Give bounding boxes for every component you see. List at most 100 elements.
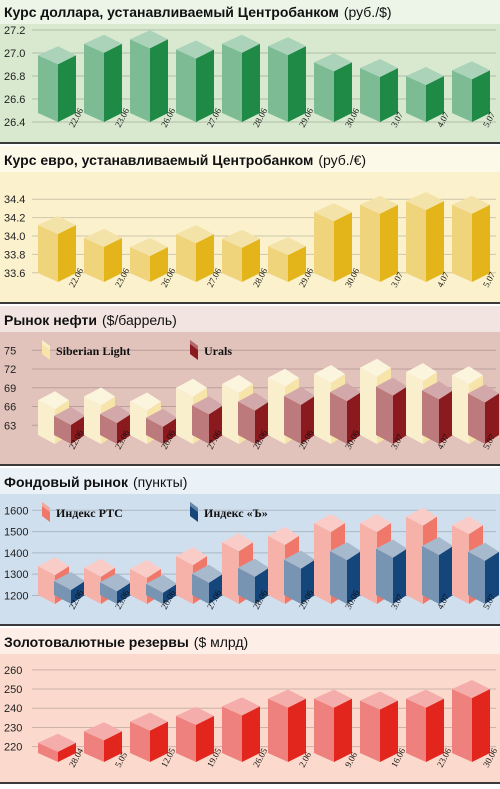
bar-face-left [38,566,55,604]
bar-face-left [38,742,58,762]
bar-face-right [301,395,315,444]
bar-face-left [222,384,239,444]
bar-face-left [130,721,150,762]
bar-top [468,384,499,403]
bar-face-right [288,698,306,762]
bar-face-right [426,76,444,122]
bar-face-left [452,70,472,122]
chart-title: Курс доллара, устанавливаемый Центробанк… [4,4,392,20]
bar-face-right [150,247,168,282]
bar-face-left [452,375,469,444]
bar-top [38,391,69,410]
bar-face-left [222,706,242,762]
bar-top [130,30,168,49]
bar-top [422,381,453,400]
bar-top [222,34,260,53]
bar-top [452,680,490,699]
bar-face-left [452,689,472,762]
bar-face-left [422,546,439,604]
bar-face-left [360,67,380,122]
y-tick-label: 34.0 [4,231,25,243]
bar-face-right [58,224,76,282]
bar-top [314,689,352,708]
bar-face-right [58,742,76,762]
bar-face-left [284,395,301,444]
y-tick-label: 1600 [4,505,28,517]
bar-face-left [468,551,485,604]
y-tick-label: 66 [4,402,16,414]
legend-label: Siberian Light [56,344,130,358]
bar-face-left [84,567,101,604]
bar-face-left [314,62,334,122]
bar-face-left [314,212,334,282]
bar-top [314,514,345,533]
bar-face-left [84,731,104,762]
legend-swatch-top [42,502,50,512]
bar-top [54,571,85,590]
bar-top [330,542,361,561]
bar-face-right [163,583,177,604]
chart-title-text: Фондовый рынок [4,474,129,490]
y-tick-label: 26.6 [4,94,25,106]
bar-top [268,526,299,545]
bar-face-left [330,551,347,604]
y-tick-label: 1300 [4,569,28,581]
bar-face-left [376,548,393,604]
bar-face-left [222,43,242,122]
bar-face-right [472,689,490,762]
bar-top [84,558,115,577]
bar-top [238,392,269,411]
bar-face-right [163,417,177,444]
bar-face-left [192,405,209,444]
bar-face-right [334,62,352,122]
chart-unit: (руб./€) [318,152,366,168]
bar-top [130,392,161,411]
bar-face-right [196,234,214,282]
bar-top [146,574,177,593]
bar-top [192,564,223,583]
bar-top [176,378,207,397]
bar-top [176,547,207,566]
bar-face-left [406,372,423,444]
bar-top [130,559,161,578]
bar-top [238,558,269,577]
title-strip [0,468,500,494]
bar-top [84,34,122,53]
chart-panel-5: Золотовалютные резервы ($ млрд) 220 230 240 2… [0,628,500,784]
legend-label: Индекс «Ъ» [204,506,268,520]
bar-face-right [104,237,122,282]
bar-face-left [130,247,150,282]
bar-face-left [84,237,104,282]
bar-face-left [238,401,255,444]
bar-face-left [130,39,150,123]
y-tick-label: 240 [4,703,22,715]
bar-top [268,37,306,56]
bar-top [452,366,483,385]
bar-face-right [439,546,453,604]
bar-top [452,195,490,214]
bar-face-right [380,700,398,762]
y-tick-label: 69 [4,383,16,395]
bar-top [314,53,352,72]
panel-separator [0,142,500,144]
bar-face-right [58,55,76,122]
chart-title: Золотовалютные резервы ($ млрд) [4,634,248,650]
y-tick-label: 27.2 [4,25,25,37]
bar-face-right [380,204,398,282]
chart-unit: (руб./$) [344,4,392,20]
y-tick-label: 33.6 [4,268,25,280]
bar-face-right [472,204,490,282]
bar-top [468,542,499,561]
bar-top [176,225,214,244]
bar-top [452,61,490,80]
y-tick-label: 250 [4,684,22,696]
legend-swatch-top [190,502,198,512]
bar-top [284,386,315,405]
bar-top [84,387,115,406]
bar-face-left [130,401,147,444]
y-tick-label: 26.8 [4,71,25,83]
bar-top [406,363,437,382]
title-strip [0,146,500,172]
bar-face-left [360,700,380,762]
panel-separator [0,464,500,466]
